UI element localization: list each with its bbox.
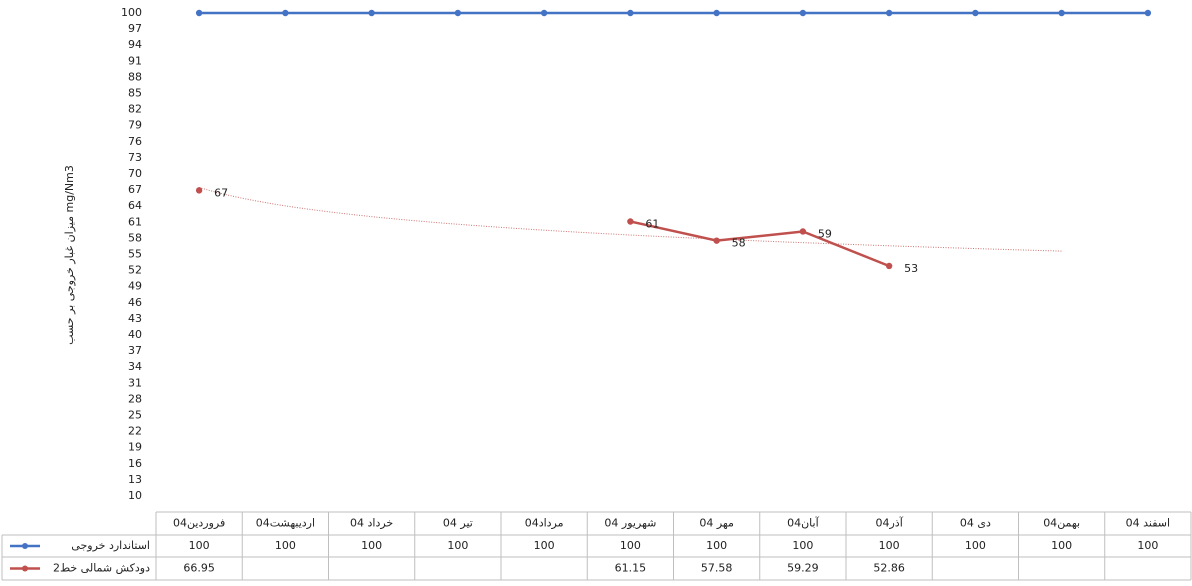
y-tick-label: 28 — [128, 392, 142, 405]
table-value: 100 — [792, 539, 813, 552]
y-tick-label: 97 — [128, 22, 142, 35]
y-tick-label: 25 — [128, 409, 142, 422]
y-tick-label: 88 — [128, 70, 142, 83]
table-value: 100 — [1051, 539, 1072, 552]
point — [368, 9, 375, 17]
table-value: 52.86 — [873, 562, 905, 575]
x-tick-label: آذر04 — [875, 516, 903, 530]
x-tick-label: مرداد04 — [525, 517, 564, 530]
y-tick-label: 61 — [128, 215, 142, 228]
y-tick-label: 70 — [128, 167, 142, 180]
point — [885, 9, 893, 17]
y-tick-label: 10 — [128, 489, 142, 502]
y-tick-label: 91 — [128, 54, 142, 67]
point — [282, 9, 289, 17]
x-tick-label: دی 04 — [960, 517, 991, 530]
y-tick-label: 100 — [121, 6, 142, 19]
y-tick-label: 40 — [128, 328, 142, 341]
table-value: 66.95 — [183, 562, 215, 575]
y-tick-label: 46 — [128, 296, 142, 309]
legend-marker — [22, 565, 28, 572]
point — [454, 9, 462, 17]
table-value: 100 — [706, 539, 727, 552]
point — [972, 9, 979, 17]
data-label: 67 — [214, 186, 228, 199]
data-label: 58 — [732, 237, 746, 250]
table-value: 100 — [189, 539, 210, 552]
y-axis-title: میزان غبار خروجی بر حسب mg/Nm3 — [63, 165, 76, 345]
y-tick-label: 16 — [128, 457, 142, 470]
point — [627, 9, 634, 17]
x-tick-label: آبان04 — [787, 516, 819, 530]
table-value: 100 — [620, 539, 641, 552]
x-tick-label: اردیبهشت04 — [256, 517, 315, 530]
table-value: 57.58 — [701, 562, 733, 575]
point — [799, 228, 807, 235]
y-tick-label: 49 — [128, 280, 142, 293]
data-label: 61 — [645, 217, 659, 230]
table-value: 100 — [361, 539, 382, 552]
y-tick-label: 37 — [128, 344, 142, 357]
table-value: 100 — [879, 539, 900, 552]
table-value: 59.29 — [787, 562, 819, 575]
point — [885, 262, 893, 270]
y-tick-label: 43 — [128, 312, 142, 325]
y-tick-label: 52 — [128, 264, 142, 277]
series-line — [630, 220, 890, 268]
legend-marker — [22, 543, 28, 549]
point — [1144, 9, 1152, 17]
y-tick-label: 79 — [128, 119, 142, 132]
y-tick-label: 55 — [128, 248, 142, 261]
data-label: 53 — [904, 262, 918, 275]
y-tick-label: 58 — [128, 231, 142, 244]
point — [713, 9, 720, 17]
table-value: 100 — [965, 539, 986, 552]
x-tick-label: شهریور 04 — [604, 517, 656, 530]
table-value: 100 — [1137, 539, 1158, 552]
y-tick-label: 73 — [128, 151, 142, 164]
y-tick-label: 19 — [128, 441, 142, 454]
y-tick-label: 82 — [128, 103, 142, 116]
table-value: 100 — [275, 539, 296, 552]
table-value: 100 — [447, 539, 468, 552]
point — [540, 9, 548, 17]
x-tick-label: اسفند 04 — [1126, 517, 1170, 530]
point — [713, 237, 720, 244]
y-tick-label: 94 — [128, 38, 142, 51]
y-tick-label: 34 — [128, 360, 142, 373]
x-tick-label: تیر 04 — [443, 517, 473, 530]
legend-label: دودکش شمالی خط2 — [53, 562, 150, 575]
point — [195, 9, 203, 17]
y-tick-label: 31 — [128, 376, 142, 389]
point — [195, 187, 203, 194]
x-tick-label: فروردین04 — [173, 517, 225, 530]
table-value: 100 — [534, 539, 555, 552]
y-tick-label: 85 — [128, 87, 142, 100]
x-tick-label: خرداد 04 — [350, 517, 393, 530]
y-tick-label: 67 — [128, 183, 142, 196]
x-tick-label: مهر 04 — [699, 517, 734, 530]
point — [799, 9, 807, 17]
point — [1058, 9, 1065, 17]
y-tick-label: 13 — [128, 473, 142, 486]
point — [627, 218, 634, 225]
y-tick-label: 76 — [128, 135, 142, 148]
x-tick-label: بهمن04 — [1043, 517, 1080, 530]
table-value: 61.15 — [615, 562, 647, 575]
legend-label: استاندارد خروجی — [71, 539, 150, 552]
y-tick-label: 64 — [128, 199, 142, 212]
data-label: 59 — [818, 227, 832, 240]
y-tick-label: 22 — [128, 425, 142, 438]
